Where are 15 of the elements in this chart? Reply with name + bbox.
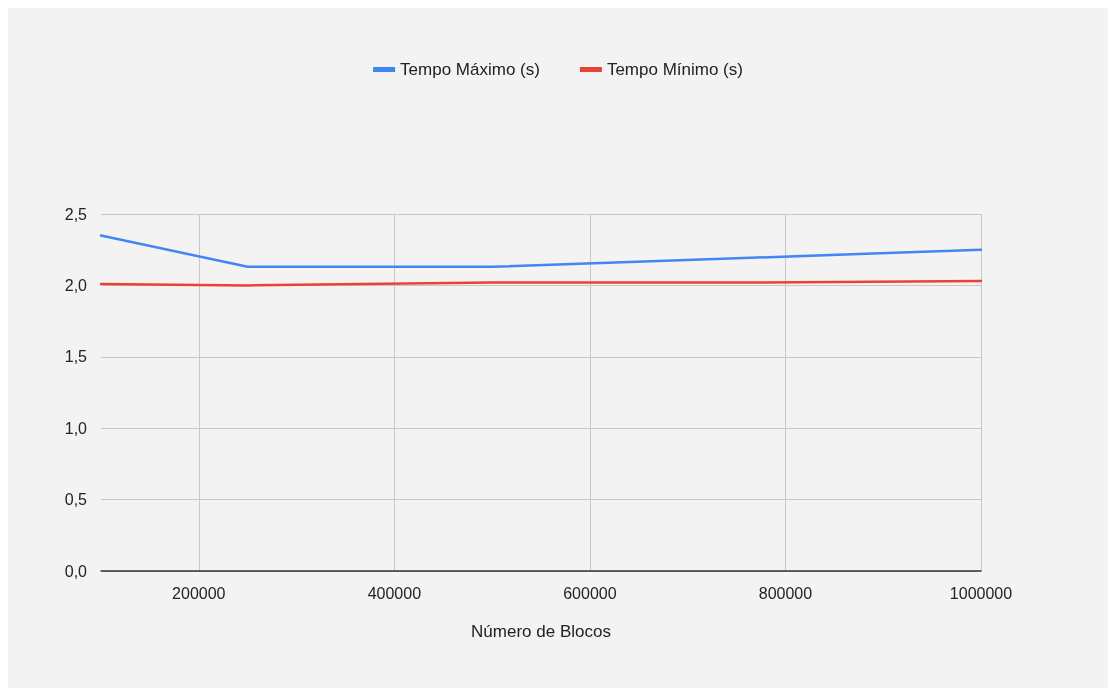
x-tick-label: 800000 xyxy=(758,584,813,602)
y-tick-label: 1,5 xyxy=(64,348,88,366)
legend-label: Tempo Máximo (s) xyxy=(400,60,540,79)
x-tick-label: 1000000 xyxy=(949,584,1013,602)
legend-label: Tempo Mínimo (s) xyxy=(606,60,743,79)
line-series xyxy=(99,234,983,269)
x-tick-label: 200000 xyxy=(172,584,226,602)
y-tick-label: 2,5 xyxy=(64,205,88,223)
y-tick-label: 1,0 xyxy=(64,419,88,437)
x-tick-label: 600000 xyxy=(563,584,617,602)
y-tick-label: 0,5 xyxy=(64,491,88,509)
x-axis-title: Número de Blocos xyxy=(471,622,611,641)
x-tick-label: 400000 xyxy=(367,584,422,602)
y-tick-label: 2,0 xyxy=(64,276,88,294)
y-tick-label: 0,0 xyxy=(64,562,88,580)
